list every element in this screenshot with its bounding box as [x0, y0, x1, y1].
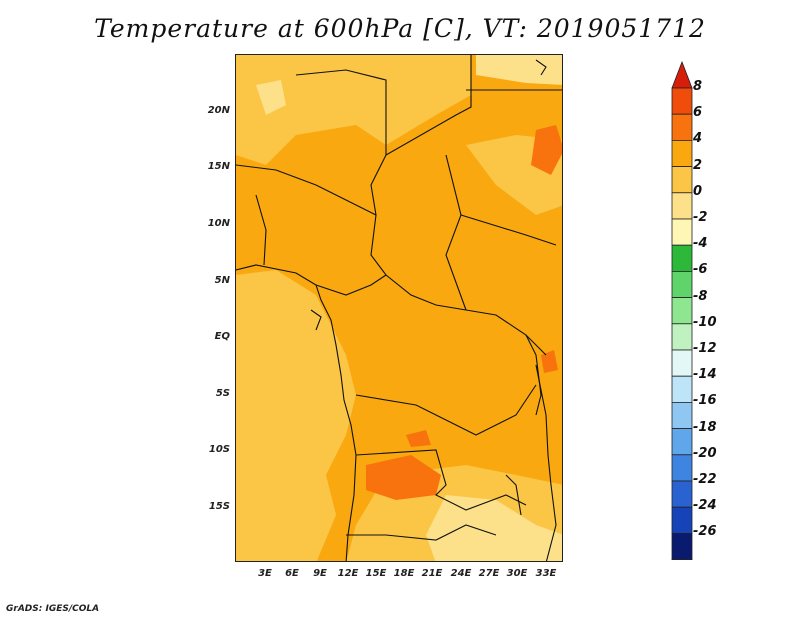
- lat-label-10s: 10S: [208, 444, 230, 455]
- lon-label-24e: 24E: [450, 568, 472, 579]
- colorbar-tick-label: -18: [693, 419, 717, 435]
- field-0-to-2-north: [236, 55, 471, 165]
- border-east-lakes: [535, 364, 557, 561]
- field-4-to-6-spot: [406, 430, 431, 447]
- coastline-west: [236, 264, 357, 561]
- lake-outline-2: [310, 309, 322, 331]
- colorbar-box: [671, 401, 693, 429]
- lat-label-5n: 5N: [214, 275, 230, 286]
- border-nigeria-north: [236, 164, 377, 216]
- lat-label-5s: 5S: [215, 388, 230, 399]
- colorbar-box: [671, 349, 693, 377]
- colorbar-box: [671, 192, 693, 220]
- colorbar-tick-label: -6: [693, 262, 708, 278]
- lat-label-eq: EQ: [214, 331, 230, 342]
- temperature-map: [235, 54, 563, 562]
- country-borders: [236, 55, 562, 561]
- lat-label-15n: 15N: [207, 161, 230, 172]
- colorbar-tick-label: -26: [693, 524, 717, 540]
- lat-label-10n: 10N: [207, 218, 230, 229]
- border-zambia: [355, 449, 527, 511]
- border-niger: [295, 69, 387, 155]
- colorbar-box: [671, 480, 693, 508]
- colorbar-tick-label: -8: [693, 288, 708, 304]
- field-0-to-2-west: [236, 270, 356, 561]
- lon-label-33e: 33E: [535, 568, 557, 579]
- colorbar-tick-label: -24: [693, 498, 717, 514]
- colorbar-tick-label: -14: [693, 367, 717, 383]
- border-namibia: [346, 524, 497, 541]
- colorbar-box: [671, 323, 693, 351]
- border-cameroon: [315, 274, 387, 296]
- map-canvas: [236, 55, 562, 561]
- colorbar-tick-label: 0: [693, 183, 703, 199]
- lon-label-15e: 15E: [365, 568, 387, 579]
- lon-label-27e: 27E: [478, 568, 500, 579]
- colorbar-tick-label: -22: [693, 472, 717, 487]
- coastline-ne: [535, 59, 547, 76]
- border-drc-south: [355, 384, 537, 436]
- colorbar-box: [671, 113, 693, 141]
- lon-label-30e: 30E: [506, 568, 528, 579]
- colorbar-box: [671, 166, 693, 194]
- colorbar-tick-label: -10: [693, 314, 717, 330]
- border-central: [370, 55, 547, 356]
- lon-label-6e: 6E: [285, 568, 299, 579]
- colorbar-tick-label: 6: [693, 105, 703, 121]
- field-4-to-6-angola: [366, 455, 441, 500]
- border-uganda: [525, 334, 542, 416]
- field-4-to-6-lakes: [541, 350, 558, 373]
- colorbar-box: [671, 270, 693, 298]
- colorbar-box: [671, 454, 693, 482]
- colorbar-box: [671, 87, 693, 115]
- colorbar-tick-label: -4: [693, 236, 708, 252]
- colorbar-top-cap: [671, 60, 693, 89]
- border-benin: [255, 194, 267, 266]
- colorbar-tick-label: -20: [693, 445, 717, 461]
- colorbar-tick-label: -12: [693, 341, 717, 356]
- border-sudan-west: [445, 154, 467, 311]
- lon-label-9e: 9E: [313, 568, 327, 579]
- colorbar-tick-label: -2: [693, 210, 708, 225]
- map-title: Temperature at 600hPa [C], VT: 201905171…: [94, 14, 706, 43]
- lat-label-20n: 20N: [207, 105, 230, 116]
- colorbar-box: [671, 297, 693, 325]
- colorbar: [671, 60, 693, 560]
- colorbar-box: [671, 375, 693, 403]
- field-neg2-to-0-nw: [256, 80, 286, 115]
- lake-outline: [505, 474, 522, 516]
- field-neg2-to-0-south: [426, 495, 562, 561]
- colorbar-box: [671, 506, 693, 534]
- lon-label-3e: 3E: [258, 568, 272, 579]
- lat-label-15s: 15S: [208, 501, 230, 512]
- colorbar-tick-label: 2: [693, 157, 703, 173]
- lon-label-18e: 18E: [393, 568, 415, 579]
- colorbar-box: [671, 218, 693, 246]
- colorbar-tick-label: 8: [693, 79, 703, 94]
- colorbar-box: [671, 428, 693, 456]
- colorbar-tick-label: 4: [693, 131, 703, 147]
- field-neg2-to-0-ne: [476, 55, 562, 85]
- border-south-sudan: [460, 214, 557, 246]
- lon-label-21e: 21E: [421, 568, 443, 579]
- colorbar-box: [671, 140, 693, 168]
- colorbar-tick-label: -16: [693, 393, 717, 409]
- grads-credit: GrADS: IGES/COLA: [6, 604, 100, 614]
- colorbar-box-bottom: [671, 532, 693, 560]
- field-4-to-6-sudan: [531, 125, 562, 175]
- colorbar-box: [671, 244, 693, 272]
- lon-label-12e: 12E: [337, 568, 359, 579]
